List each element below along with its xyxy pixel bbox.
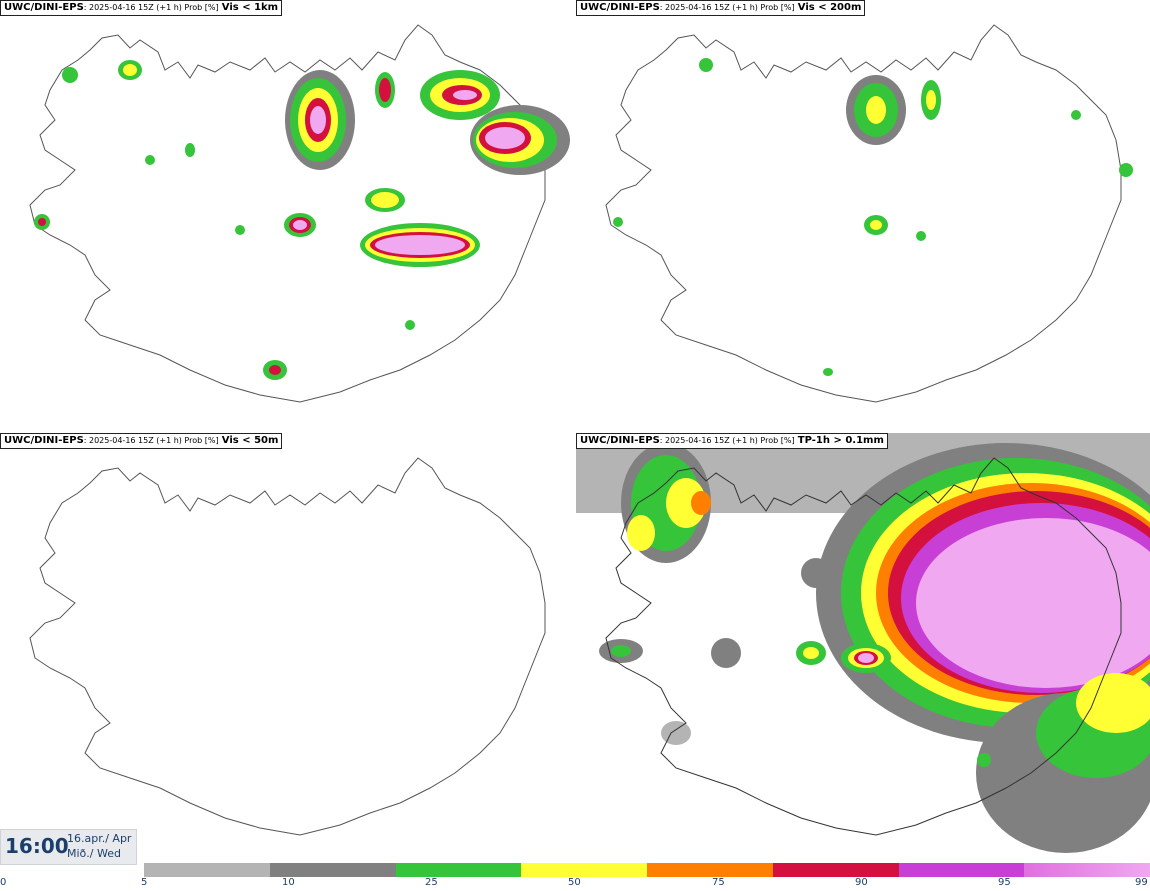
map-vis-200m: [605, 24, 1133, 403]
model-name: UWC/DINI-EPS: [4, 435, 84, 446]
map-vis-50m: [29, 457, 546, 836]
colorbar-tick: 50: [568, 877, 581, 888]
colorbar-tick: 99: [1135, 877, 1148, 888]
probability-areas: [34, 60, 570, 380]
parameter-label: Vis < 200m: [797, 2, 862, 13]
probability-areas: [576, 433, 1150, 853]
colorbar-tick: 95: [998, 877, 1011, 888]
valid-weekday: Mið./ Wed: [67, 847, 121, 860]
parameter-label: TP-1h > 0.1mm: [797, 435, 884, 446]
colorbar-tick: 25: [425, 877, 438, 888]
colorbar-tick: 5: [141, 877, 148, 888]
map-vis-1km: [29, 24, 570, 403]
model-name: UWC/DINI-EPS: [580, 435, 660, 446]
panel-title: UWC/DINI-EPS: 2025-04-16 15Z (+1 h) Prob…: [576, 0, 866, 16]
colorbar-segment: [1024, 863, 1150, 877]
colorbar-tick: 10: [282, 877, 295, 888]
colorbar-tick: 90: [855, 877, 868, 888]
panel-tp-1h: UWC/DINI-EPS: 2025-04-16 15Z (+1 h) Prob…: [576, 433, 1150, 863]
panel-vis-200m: UWC/DINI-EPS: 2025-04-16 15Z (+1 h) Prob…: [576, 0, 1150, 430]
colorbar: [144, 863, 1150, 877]
run-info: : 2025-04-16 15Z (+1 h) Prob [%]: [659, 436, 795, 445]
parameter-label: Vis < 1km: [221, 2, 279, 13]
colorbar-segment: [521, 863, 647, 877]
colorbar-segment: [772, 863, 899, 877]
valid-time-box: 16:00 16.apr./ Apr Mið./ Wed: [0, 829, 137, 865]
model-name: UWC/DINI-EPS: [580, 2, 660, 13]
colorbar-segment: [269, 863, 396, 877]
run-info: : 2025-04-16 15Z (+1 h) Prob [%]: [83, 436, 219, 445]
colorbar-tick: 0: [0, 877, 7, 888]
run-info: : 2025-04-16 15Z (+1 h) Prob [%]: [83, 3, 219, 12]
colorbar-segment: [647, 863, 773, 877]
valid-date: 16.apr./ Apr: [67, 832, 132, 845]
probability-areas: [613, 58, 1133, 376]
valid-time: 16:00: [5, 834, 69, 858]
panel-title: UWC/DINI-EPS: 2025-04-16 15Z (+1 h) Prob…: [0, 433, 283, 449]
panel-title: UWC/DINI-EPS: 2025-04-16 15Z (+1 h) Prob…: [576, 433, 888, 449]
run-info: : 2025-04-16 15Z (+1 h) Prob [%]: [659, 3, 795, 12]
panel-title: UWC/DINI-EPS: 2025-04-16 15Z (+1 h) Prob…: [0, 0, 283, 16]
colorbar-tick: 75: [712, 877, 725, 888]
model-name: UWC/DINI-EPS: [4, 2, 84, 13]
map-tp-1h: [576, 433, 1150, 853]
colorbar-segment: [144, 863, 270, 877]
panel-vis-50m: UWC/DINI-EPS: 2025-04-16 15Z (+1 h) Prob…: [0, 433, 574, 863]
colorbar-segment: [395, 863, 522, 877]
panel-vis-1km: UWC/DINI-EPS: 2025-04-16 15Z (+1 h) Prob…: [0, 0, 574, 430]
parameter-label: Vis < 50m: [221, 435, 279, 446]
colorbar-segment: [898, 863, 1025, 877]
